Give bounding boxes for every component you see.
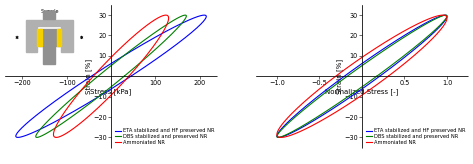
ETA stabilized and HF preserved NR [277, 136, 282, 138]
DBS stabilized and preserved NR [117, 58, 123, 60]
ETA stabilized and HF preserved NR [116, 58, 122, 60]
DBS stabilized and preserved NR [374, 75, 379, 77]
Ammoniated NR [385, 75, 391, 77]
DBS stabilized and preserved NR [442, 14, 447, 16]
ETA stabilized and HF preserved NR [17, 129, 23, 131]
X-axis label: Stress [kPa]: Stress [kPa] [90, 88, 131, 95]
DBS stabilized and preserved NR [57, 108, 63, 110]
Ammoniated NR [52, 129, 57, 131]
DBS stabilized and preserved NR [121, 75, 127, 77]
ETA stabilized and HF preserved NR [128, 75, 134, 77]
DBS stabilized and preserved NR [121, 75, 127, 77]
Line: ETA stabilized and HF preserved NR: ETA stabilized and HF preserved NR [16, 15, 206, 137]
Ammoniated NR [163, 14, 168, 16]
Ammoniated NR [54, 136, 60, 138]
ETA stabilized and HF preserved NR [41, 108, 47, 110]
Ammoniated NR [438, 14, 444, 16]
Line: Ammoniated NR: Ammoniated NR [53, 15, 169, 137]
Y-axis label: Strain [%]: Strain [%] [336, 59, 343, 94]
ETA stabilized and HF preserved NR [16, 136, 22, 138]
Ammoniated NR [107, 58, 113, 60]
Ammoniated NR [126, 75, 131, 77]
Ammoniated NR [440, 14, 446, 16]
DBS stabilized and preserved NR [374, 75, 379, 77]
Y-axis label: Strain [%]: Strain [%] [85, 59, 92, 94]
DBS stabilized and preserved NR [182, 14, 187, 16]
ETA stabilized and HF preserved NR [200, 14, 206, 16]
Ammoniated NR [276, 129, 281, 131]
DBS stabilized and preserved NR [181, 20, 186, 22]
Line: DBS stabilized and preserved NR: DBS stabilized and preserved NR [277, 15, 447, 137]
Ammoniated NR [278, 136, 284, 138]
Ammoniated NR [443, 20, 449, 22]
ETA stabilized and HF preserved NR [278, 129, 283, 131]
ETA stabilized and HF preserved NR [201, 20, 206, 22]
DBS stabilized and preserved NR [37, 129, 43, 131]
DBS stabilized and preserved NR [279, 129, 284, 131]
Ammoniated NR [280, 136, 285, 138]
ETA stabilized and HF preserved NR [366, 58, 371, 60]
ETA stabilized and HF preserved NR [377, 75, 383, 77]
DBS stabilized and preserved NR [35, 136, 40, 138]
DBS stabilized and preserved NR [276, 136, 282, 138]
DBS stabilized and preserved NR [301, 108, 307, 110]
DBS stabilized and preserved NR [443, 14, 448, 16]
X-axis label: Normalized Stress [-]: Normalized Stress [-] [325, 88, 399, 95]
Legend: ETA stabilized and HF preserved NR, DBS stabilized and preserved NR, Ammoniated : ETA stabilized and HF preserved NR, DBS … [366, 128, 466, 145]
ETA stabilized and HF preserved NR [15, 136, 21, 138]
Line: Ammoniated NR: Ammoniated NR [277, 15, 447, 137]
ETA stabilized and HF preserved NR [299, 108, 305, 110]
Ammoniated NR [126, 75, 131, 77]
ETA stabilized and HF preserved NR [441, 14, 447, 16]
Line: ETA stabilized and HF preserved NR: ETA stabilized and HF preserved NR [277, 15, 447, 137]
Legend: ETA stabilized and HF preserved NR, DBS stabilized and preserved NR, Ammoniated : ETA stabilized and HF preserved NR, DBS … [115, 128, 215, 145]
ETA stabilized and HF preserved NR [441, 20, 447, 22]
DBS stabilized and preserved NR [182, 14, 188, 16]
Ammoniated NR [53, 136, 59, 138]
Ammoniated NR [385, 75, 391, 77]
Ammoniated NR [357, 58, 363, 60]
ETA stabilized and HF preserved NR [377, 75, 383, 77]
Ammoniated NR [63, 108, 69, 110]
DBS stabilized and preserved NR [369, 58, 375, 60]
ETA stabilized and HF preserved NR [442, 14, 448, 16]
DBS stabilized and preserved NR [34, 136, 40, 138]
Ammoniated NR [293, 108, 299, 110]
DBS stabilized and preserved NR [441, 20, 447, 22]
Ammoniated NR [165, 20, 171, 22]
Line: DBS stabilized and preserved NR: DBS stabilized and preserved NR [36, 15, 186, 137]
ETA stabilized and HF preserved NR [276, 136, 281, 138]
ETA stabilized and HF preserved NR [128, 75, 134, 77]
Ammoniated NR [162, 14, 167, 16]
DBS stabilized and preserved NR [275, 136, 281, 138]
ETA stabilized and HF preserved NR [201, 14, 207, 16]
